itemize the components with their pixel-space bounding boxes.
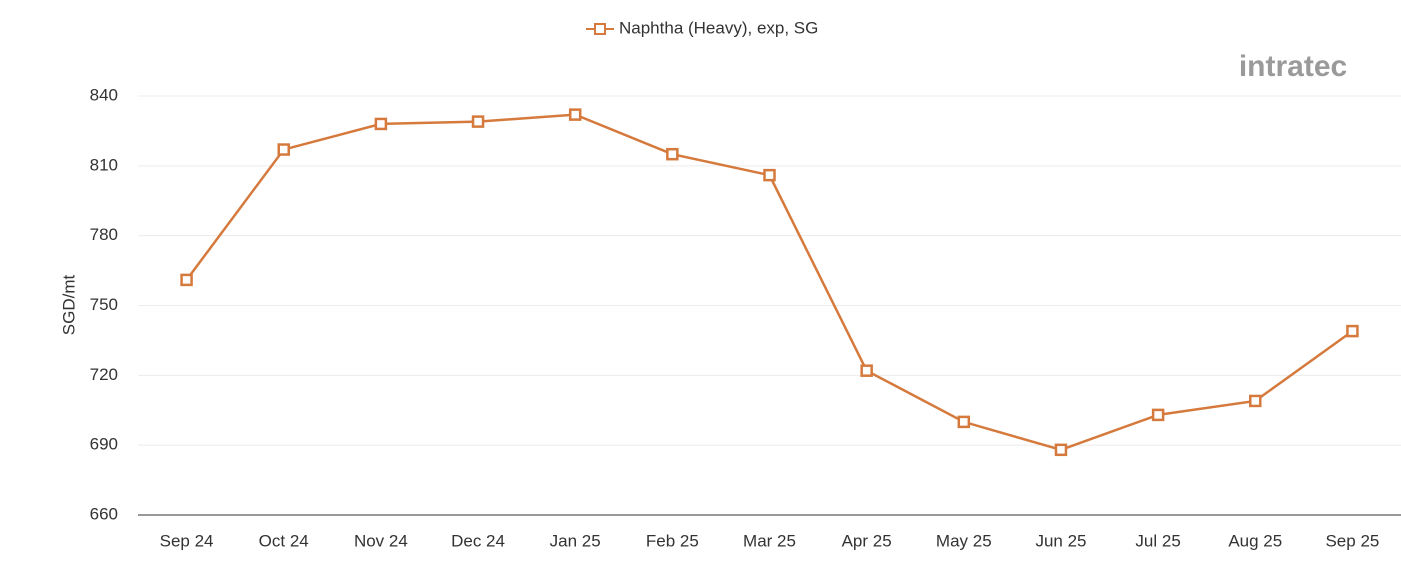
y-tick-label: 840	[90, 85, 118, 104]
x-tick-label: May 25	[936, 531, 992, 550]
x-tick-label: Sep 25	[1325, 531, 1379, 550]
x-tick-label: Feb 25	[646, 531, 699, 550]
x-tick-label: Jan 25	[550, 531, 601, 550]
y-tick-label: 750	[90, 295, 118, 314]
x-tick-label: Jul 25	[1135, 531, 1180, 550]
y-tick-label: 660	[90, 504, 118, 523]
data-point	[1151, 408, 1165, 422]
legend-marker	[594, 23, 606, 35]
data-point	[471, 115, 485, 128]
x-tick-label: Dec 24	[451, 531, 505, 550]
x-tick-label: Mar 25	[743, 531, 796, 550]
y-tick-label: 720	[90, 365, 118, 384]
data-point	[1249, 394, 1262, 408]
x-tick-label: Sep 24	[160, 531, 214, 550]
data-point	[860, 364, 873, 377]
data-point	[763, 168, 776, 182]
x-tick-label: Apr 25	[842, 531, 892, 550]
data-point	[1346, 324, 1359, 338]
series-line	[185, 113, 1354, 452]
data-point	[374, 117, 388, 131]
x-tick-label: Nov 24	[354, 531, 408, 550]
data-point	[568, 108, 582, 121]
x-tick-label: Oct 24	[259, 531, 309, 550]
y-axis-label: SGD/mt	[59, 275, 78, 336]
logo: intratec	[1239, 50, 1347, 83]
x-tick-label: Jun 25	[1035, 531, 1086, 550]
y-tick-label: 780	[90, 225, 118, 244]
data-point	[1054, 443, 1068, 457]
data-point	[277, 143, 290, 156]
data-point	[666, 147, 679, 161]
y-tick-label: 810	[90, 155, 118, 174]
legend-label: Naphtha (Heavy), exp, SG	[619, 18, 818, 37]
y-tick-label: 690	[90, 435, 118, 454]
data-point	[957, 415, 971, 429]
x-tick-label: Aug 25	[1228, 531, 1282, 550]
data-point	[180, 273, 193, 287]
